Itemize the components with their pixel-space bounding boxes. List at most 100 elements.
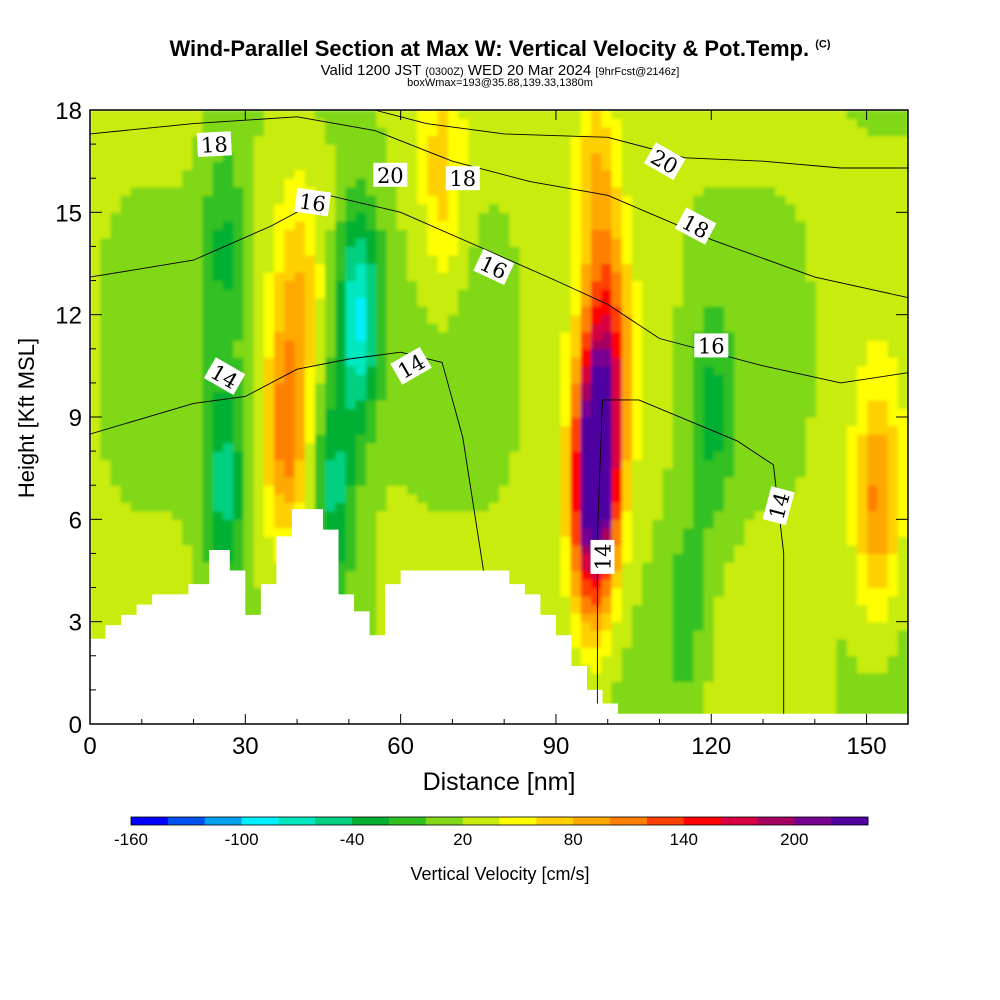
w-field-cell [274,434,285,444]
w-field-cell [171,357,183,367]
w-field-cell [325,161,336,171]
w-field-cell [345,246,357,256]
w-field-cell [601,485,613,495]
w-field-cell [325,348,336,358]
w-field-cell [601,263,613,273]
w-field-cell [274,391,285,401]
w-field-cell [683,195,694,205]
w-field-cell [529,357,541,367]
w-field-cell [406,178,418,188]
w-field-cell [621,323,633,333]
w-field-cell [110,254,122,265]
w-field-cell [601,306,613,316]
w-field-cell [693,579,705,589]
w-field-cell [253,127,265,137]
w-field-cell [499,519,510,529]
w-field-cell [683,459,694,469]
w-field-cell [284,527,296,537]
w-field-cell [488,127,500,137]
w-field-cell [499,476,510,486]
w-field-cell [243,553,255,563]
w-field-cell [642,195,653,205]
w-field-cell [570,493,582,503]
w-field-cell [202,348,214,358]
w-field-cell [110,613,122,623]
w-field-cell [130,127,142,137]
w-field-cell [550,280,561,290]
w-field-cell [325,178,336,188]
w-field-cell [447,110,459,120]
w-field-cell [222,340,234,350]
w-field-cell [243,195,255,205]
w-field-cell [274,297,285,307]
w-field-cell [744,110,756,120]
w-field-cell [775,186,786,196]
w-field-cell [243,468,255,478]
w-field-cell [274,203,285,213]
w-field-cell [703,647,715,657]
w-field-cell [560,604,572,614]
chart-subtitle: Valid 1200 JST (0300Z) WED 20 Mar 2024 [… [0,62,1000,79]
w-field-cell [376,459,388,469]
w-field-cell [253,502,265,512]
w-field-cell [202,459,214,469]
w-field-cell [611,579,623,589]
w-field-cell [672,391,684,401]
w-field-cell [764,527,776,537]
w-field-cell [744,314,756,324]
w-field-cell [764,118,776,128]
w-field-cell [744,237,756,248]
w-field-cell [713,587,725,597]
w-field-cell [355,579,367,589]
w-field-cell [366,374,377,384]
w-field-cell [151,220,163,230]
w-field-cell [683,417,694,427]
w-field-cell [744,613,756,623]
w-field-cell [734,510,746,520]
w-field-cell [182,135,193,145]
w-field-cell [182,212,193,222]
w-field-cell [335,451,347,461]
w-field-cell [693,596,705,606]
w-field-cell [386,553,398,563]
w-field-cell [427,135,439,145]
w-field-cell [621,459,633,469]
w-field-cell [529,519,541,529]
w-field-cell [304,314,316,324]
w-field-cell [734,272,746,282]
w-field-cell [182,340,193,350]
w-field-cell [713,365,725,375]
w-field-cell [212,510,224,520]
w-field-cell [723,118,735,128]
w-field-cell [611,604,623,614]
w-field-cell [683,519,694,529]
w-field-cell [171,536,183,546]
w-field-cell [519,391,531,401]
w-field-cell [284,135,296,145]
w-field-cell [693,613,705,623]
w-field-cell [642,468,653,478]
w-field-cell [458,442,469,452]
w-field-cell [314,152,326,162]
w-field-cell [754,263,766,273]
w-field-cell [284,399,296,410]
w-field-cell [141,306,152,316]
w-field-cell [110,425,122,435]
w-field-cell [621,485,633,495]
w-field-cell [161,391,173,401]
w-field-cell [611,647,623,657]
w-field-cell [662,672,674,682]
w-field-cell [366,425,377,435]
w-field-cell [570,579,582,589]
w-field-cell [529,212,541,222]
w-field-cell [693,408,705,418]
w-field-cell [90,613,101,623]
w-field-cell [693,698,705,708]
w-field-cell [386,289,398,299]
w-field-cell [499,306,510,316]
w-field-cell [212,297,224,307]
w-field-cell [734,374,746,384]
w-field-cell [499,280,510,290]
w-field-cell [611,289,623,299]
w-field-cell [662,502,674,512]
